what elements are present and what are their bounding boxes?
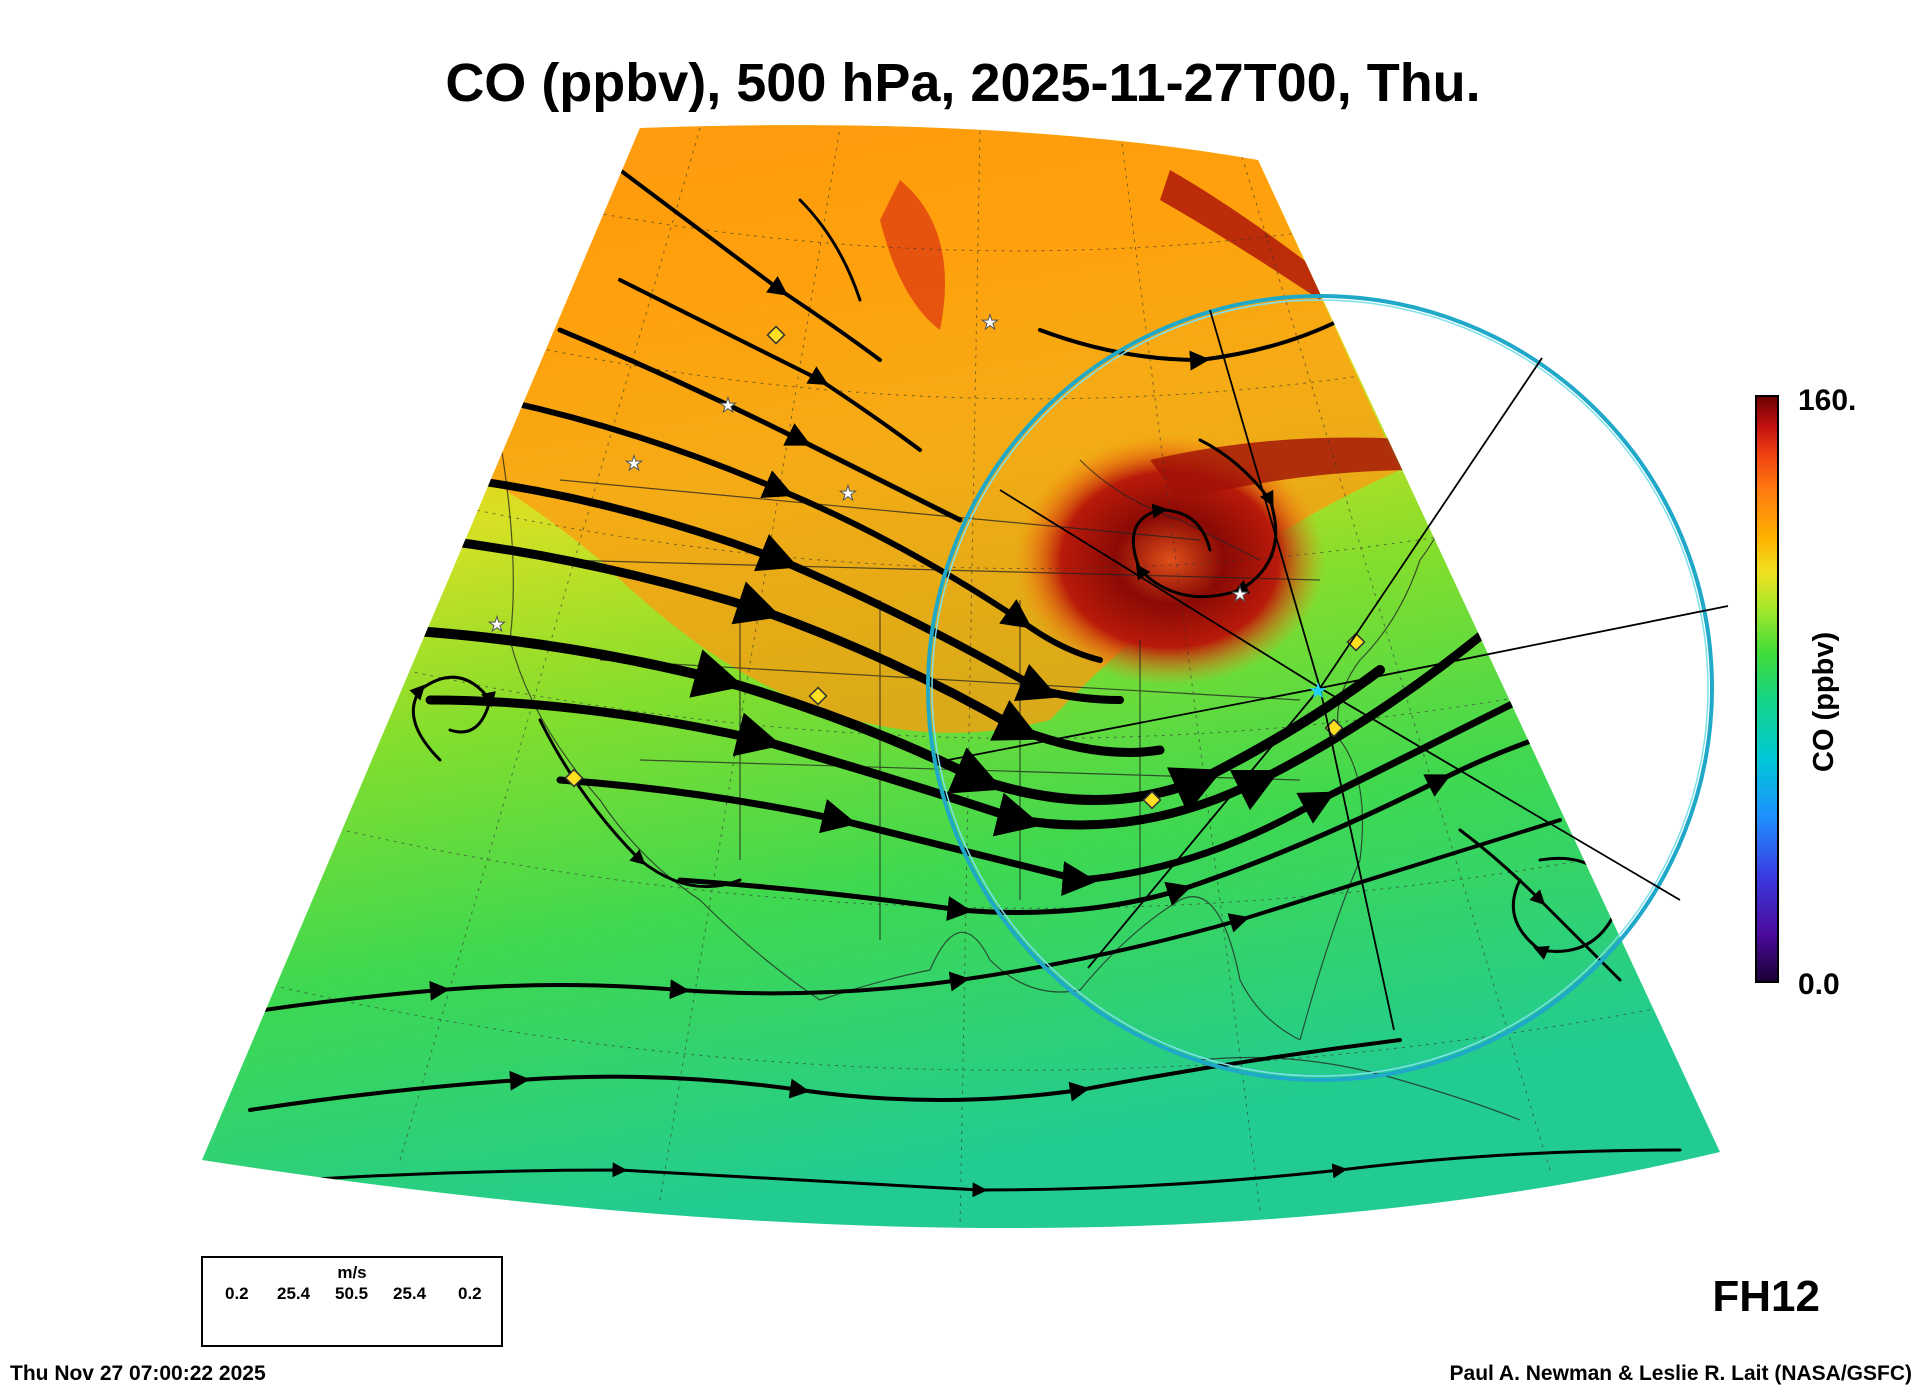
co-plume-north <box>880 180 945 330</box>
range-ring <box>926 294 1714 1082</box>
wind-legend-value: 50.5 <box>335 1284 369 1303</box>
colorbar-min-label: 0.0 <box>1798 968 1840 1001</box>
wind-legend-unit: m/s <box>337 1263 367 1282</box>
wind-legend-value: 0.2 <box>225 1284 249 1303</box>
forecast-hour-label: FH12 <box>1712 1272 1820 1321</box>
station-diamonds <box>564 325 1366 810</box>
wind-legend-value: 25.4 <box>277 1284 311 1303</box>
render-timestamp: Thu Nov 27 07:00:22 2025 <box>10 1362 266 1385</box>
svg-text:★: ★ <box>1231 584 1249 606</box>
range-spokes <box>947 309 1729 1031</box>
svg-text:★: ★ <box>839 483 857 505</box>
ring-center-star: ★ <box>1308 678 1328 703</box>
svg-text:★: ★ <box>625 453 643 475</box>
range-ring-inner <box>931 299 1709 1077</box>
svg-text:★: ★ <box>981 312 999 334</box>
co-plume-arc <box>1160 170 1330 300</box>
colorbar-max-label: 160. <box>1798 384 1857 417</box>
wind-legend-value: 0.2 <box>458 1284 482 1303</box>
svg-text:★: ★ <box>1453 534 1471 556</box>
svg-text:★: ★ <box>488 614 506 636</box>
svg-text:★: ★ <box>719 395 737 417</box>
colorbar-title: CO (ppbv) <box>1808 631 1840 772</box>
wind-speed-legend: m/s 0.2 25.4 50.5 25.4 0.2 <box>201 1256 503 1347</box>
map-title: CO (ppbv), 500 hPa, 2025-11-27T00, Thu. <box>445 53 1481 113</box>
co-plume-tail <box>1150 437 1420 500</box>
credit-text: Paul A. Newman & Leslie R. Lait (NASA/GS… <box>1449 1362 1912 1385</box>
wind-streamlines <box>202 168 1682 1198</box>
colorbar <box>1755 395 1779 983</box>
wind-legend-value: 25.4 <box>393 1284 427 1303</box>
